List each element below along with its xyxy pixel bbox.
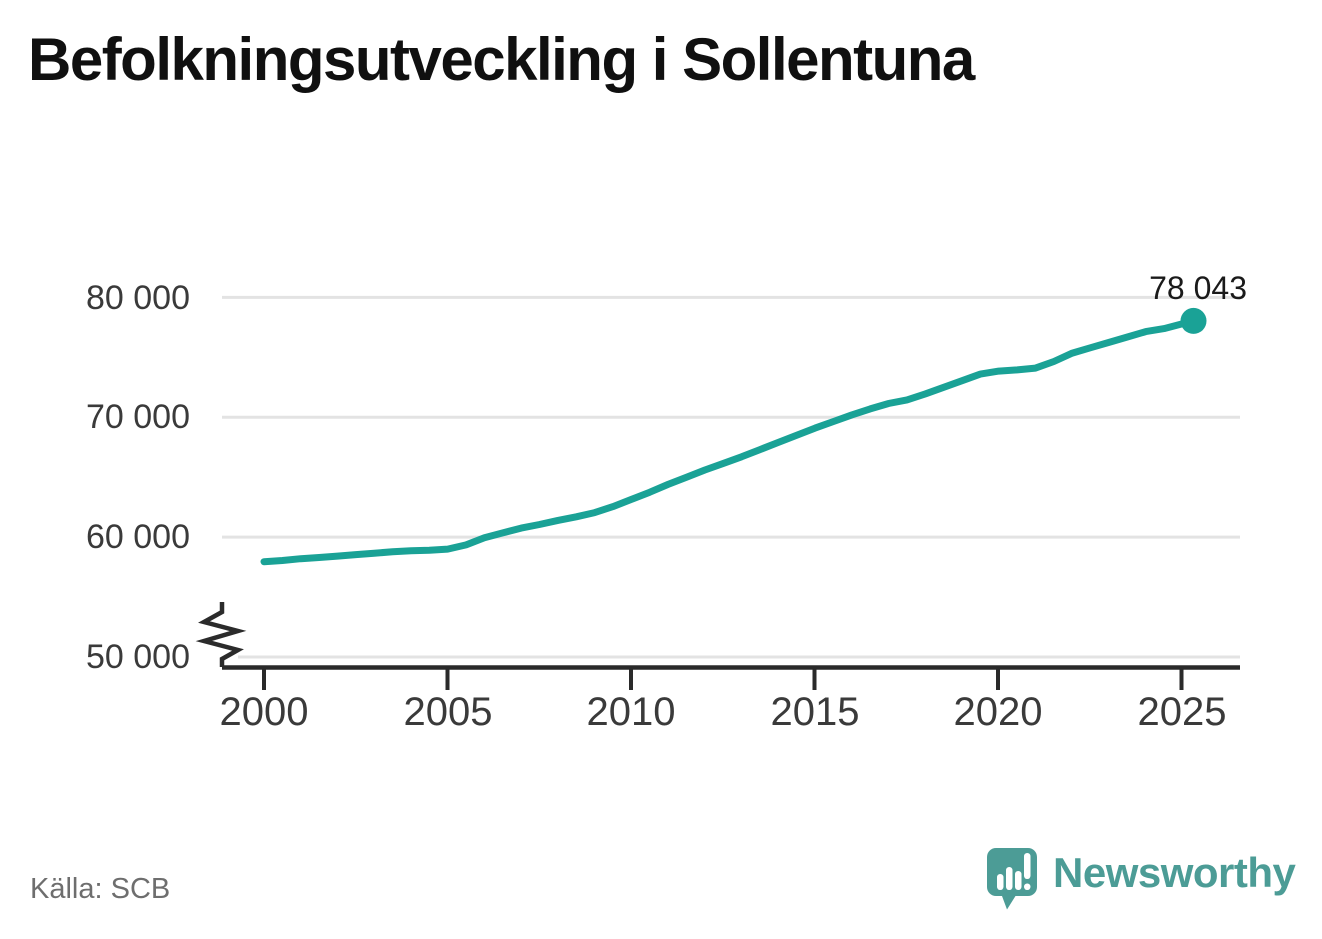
newsworthy-bubble-chart-icon: [987, 848, 1037, 910]
logo-bar: [997, 874, 1004, 890]
x-tick-label: 2005: [403, 690, 493, 734]
x-axis-ticks: [262, 667, 1184, 690]
gridlines: [222, 295, 1240, 659]
x-tick-label: 2015: [770, 690, 860, 734]
logo-exclamation-bar: [1024, 853, 1031, 879]
axis-break-icon: [195, 602, 247, 667]
logo-bar-chart-glyph: [997, 853, 1031, 890]
source-note: Källa: SCB: [30, 873, 171, 905]
x-tick-label: 2025: [1137, 690, 1227, 734]
y-tick-label: 80 000: [86, 279, 190, 317]
brand-name: Newsworthy: [1053, 849, 1296, 896]
y-tick-label: 50 000: [86, 638, 190, 676]
x-tick-label: 2000: [219, 690, 309, 734]
population-line-series: [260, 317, 1197, 566]
logo-bar: [1015, 871, 1022, 890]
page-title: Befolkningsutveckling i Sollentuna: [28, 26, 975, 93]
x-tick-label: 2020: [953, 690, 1043, 734]
end-value-label: 78 043: [1149, 270, 1247, 306]
x-tick-label: 2010: [586, 690, 676, 734]
y-tick-label: 60 000: [86, 518, 190, 556]
logo-exclamation-dot: [1024, 883, 1031, 890]
logo-bar: [1006, 867, 1013, 890]
y-tick-label: 70 000: [86, 398, 190, 436]
newsworthy-logo: Newsworthy: [985, 846, 1296, 914]
series-end-dot: [1180, 307, 1207, 334]
